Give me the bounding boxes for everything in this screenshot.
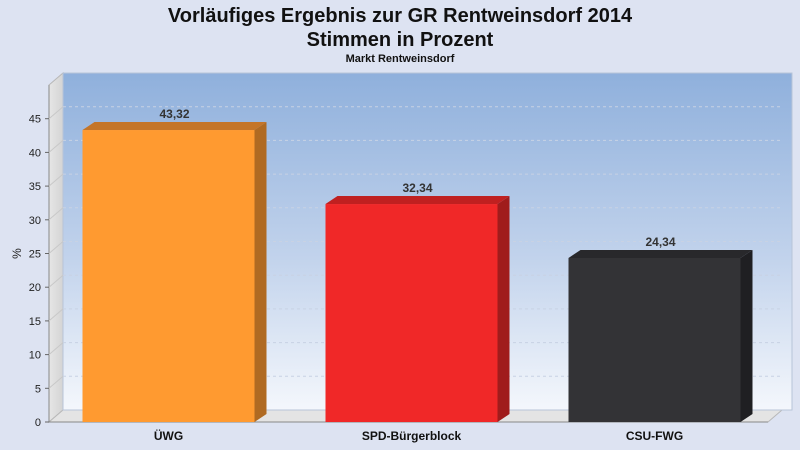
x-tick-label: CSU-FWG: [626, 429, 683, 443]
bar-side: [254, 122, 267, 423]
y-tick-label: 25: [29, 249, 41, 261]
chart-title-line-2: Stimmen in Prozent: [306, 29, 494, 51]
gridline-wall: [48, 207, 64, 221]
y-tick-label: 40: [29, 147, 41, 159]
gridline-wall: [48, 241, 64, 254]
bar-group: [325, 196, 510, 422]
y-tick-label: 45: [29, 114, 41, 126]
gridline-wall: [48, 106, 64, 120]
y-tick-label: 35: [29, 181, 41, 193]
bar-top: [325, 196, 510, 205]
y-tick-label: 5: [35, 383, 41, 395]
bar-value-label: 43,32: [159, 107, 189, 121]
y-axis-label: %: [10, 248, 24, 259]
bar: [325, 204, 498, 422]
bar-value-label: 24,34: [645, 235, 675, 249]
bar-top: [568, 249, 753, 258]
gridline-wall: [48, 274, 64, 288]
gridline-wall: [48, 140, 64, 153]
x-tick-label: SPD-Bürgerblock: [362, 429, 462, 443]
y-tick-label: 10: [29, 350, 41, 362]
bar-side: [497, 196, 510, 422]
bar: [82, 130, 255, 422]
chart-title: Vorläufiges Ergebnis zur GR Rentweinsdor…: [0, 4, 800, 52]
y-tick-label: 15: [29, 316, 41, 328]
gridline-wall: [48, 342, 64, 355]
bar-side: [740, 249, 753, 422]
y-tick-label: 0: [35, 417, 41, 429]
x-tick-label: ÜWG: [154, 428, 183, 443]
gridline-wall: [48, 308, 64, 322]
y-tick-label: 30: [29, 215, 41, 227]
gridline-wall: [48, 173, 64, 187]
gridline-wall: [48, 375, 64, 389]
bar-group: [568, 249, 753, 422]
bar-value-label: 32,34: [402, 181, 432, 195]
bar: [568, 257, 741, 422]
bar-top: [82, 122, 267, 131]
chart-title-line-1: Vorläufiges Ergebnis zur GR Rentweinsdor…: [167, 5, 633, 27]
chart-subtitle: Markt Rentweinsdorf: [345, 53, 455, 65]
y-tick-label: 20: [29, 282, 41, 294]
bar-group: [82, 122, 267, 423]
